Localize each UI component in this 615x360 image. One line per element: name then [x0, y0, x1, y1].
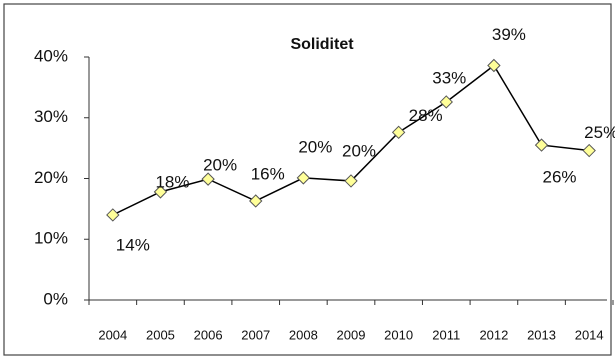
- x-tick-label: 2013: [527, 327, 556, 342]
- marker: [439, 95, 453, 109]
- data-label: 20%: [203, 156, 237, 175]
- data-label: 28%: [409, 106, 443, 125]
- x-tick-label: 2007: [241, 327, 270, 342]
- marker: [296, 171, 311, 185]
- x-tick-label: 2009: [337, 327, 366, 342]
- marker: [201, 172, 215, 186]
- data-label: 26%: [543, 168, 577, 187]
- data-label: 25%: [584, 123, 615, 142]
- x-tick-label: 2008: [289, 327, 318, 342]
- marker: [344, 174, 358, 188]
- y-tick-label: 30%: [34, 107, 68, 126]
- y-tick-label: 40%: [34, 46, 68, 65]
- x-tick-label: 2005: [146, 327, 175, 342]
- x-tick-label: 2006: [194, 327, 223, 342]
- data-label: 33%: [432, 68, 466, 87]
- x-tick-label: 2004: [98, 327, 127, 342]
- y-tick-label: 20%: [34, 168, 68, 187]
- marker: [534, 138, 549, 152]
- x-tick-label: 2010: [384, 327, 413, 342]
- marker: [153, 185, 168, 199]
- data-label: 39%: [492, 25, 526, 44]
- data-label: 16%: [251, 164, 285, 183]
- marker: [249, 194, 263, 208]
- data-label: 20%: [342, 141, 376, 160]
- marker: [582, 143, 596, 158]
- data-label: 14%: [116, 235, 150, 254]
- data-label: 20%: [298, 137, 332, 156]
- y-tick-label: 10%: [34, 229, 68, 248]
- x-tick-label: 2011: [432, 327, 460, 342]
- marker: [106, 208, 120, 222]
- x-tick-label: 2014: [575, 327, 604, 342]
- x-tick-label: 2012: [479, 327, 508, 342]
- data-label: 18%: [155, 172, 189, 191]
- chart-title: Soliditet: [290, 36, 354, 53]
- marker: [391, 125, 406, 140]
- marker: [487, 58, 501, 73]
- y-tick-label: 0%: [43, 289, 68, 308]
